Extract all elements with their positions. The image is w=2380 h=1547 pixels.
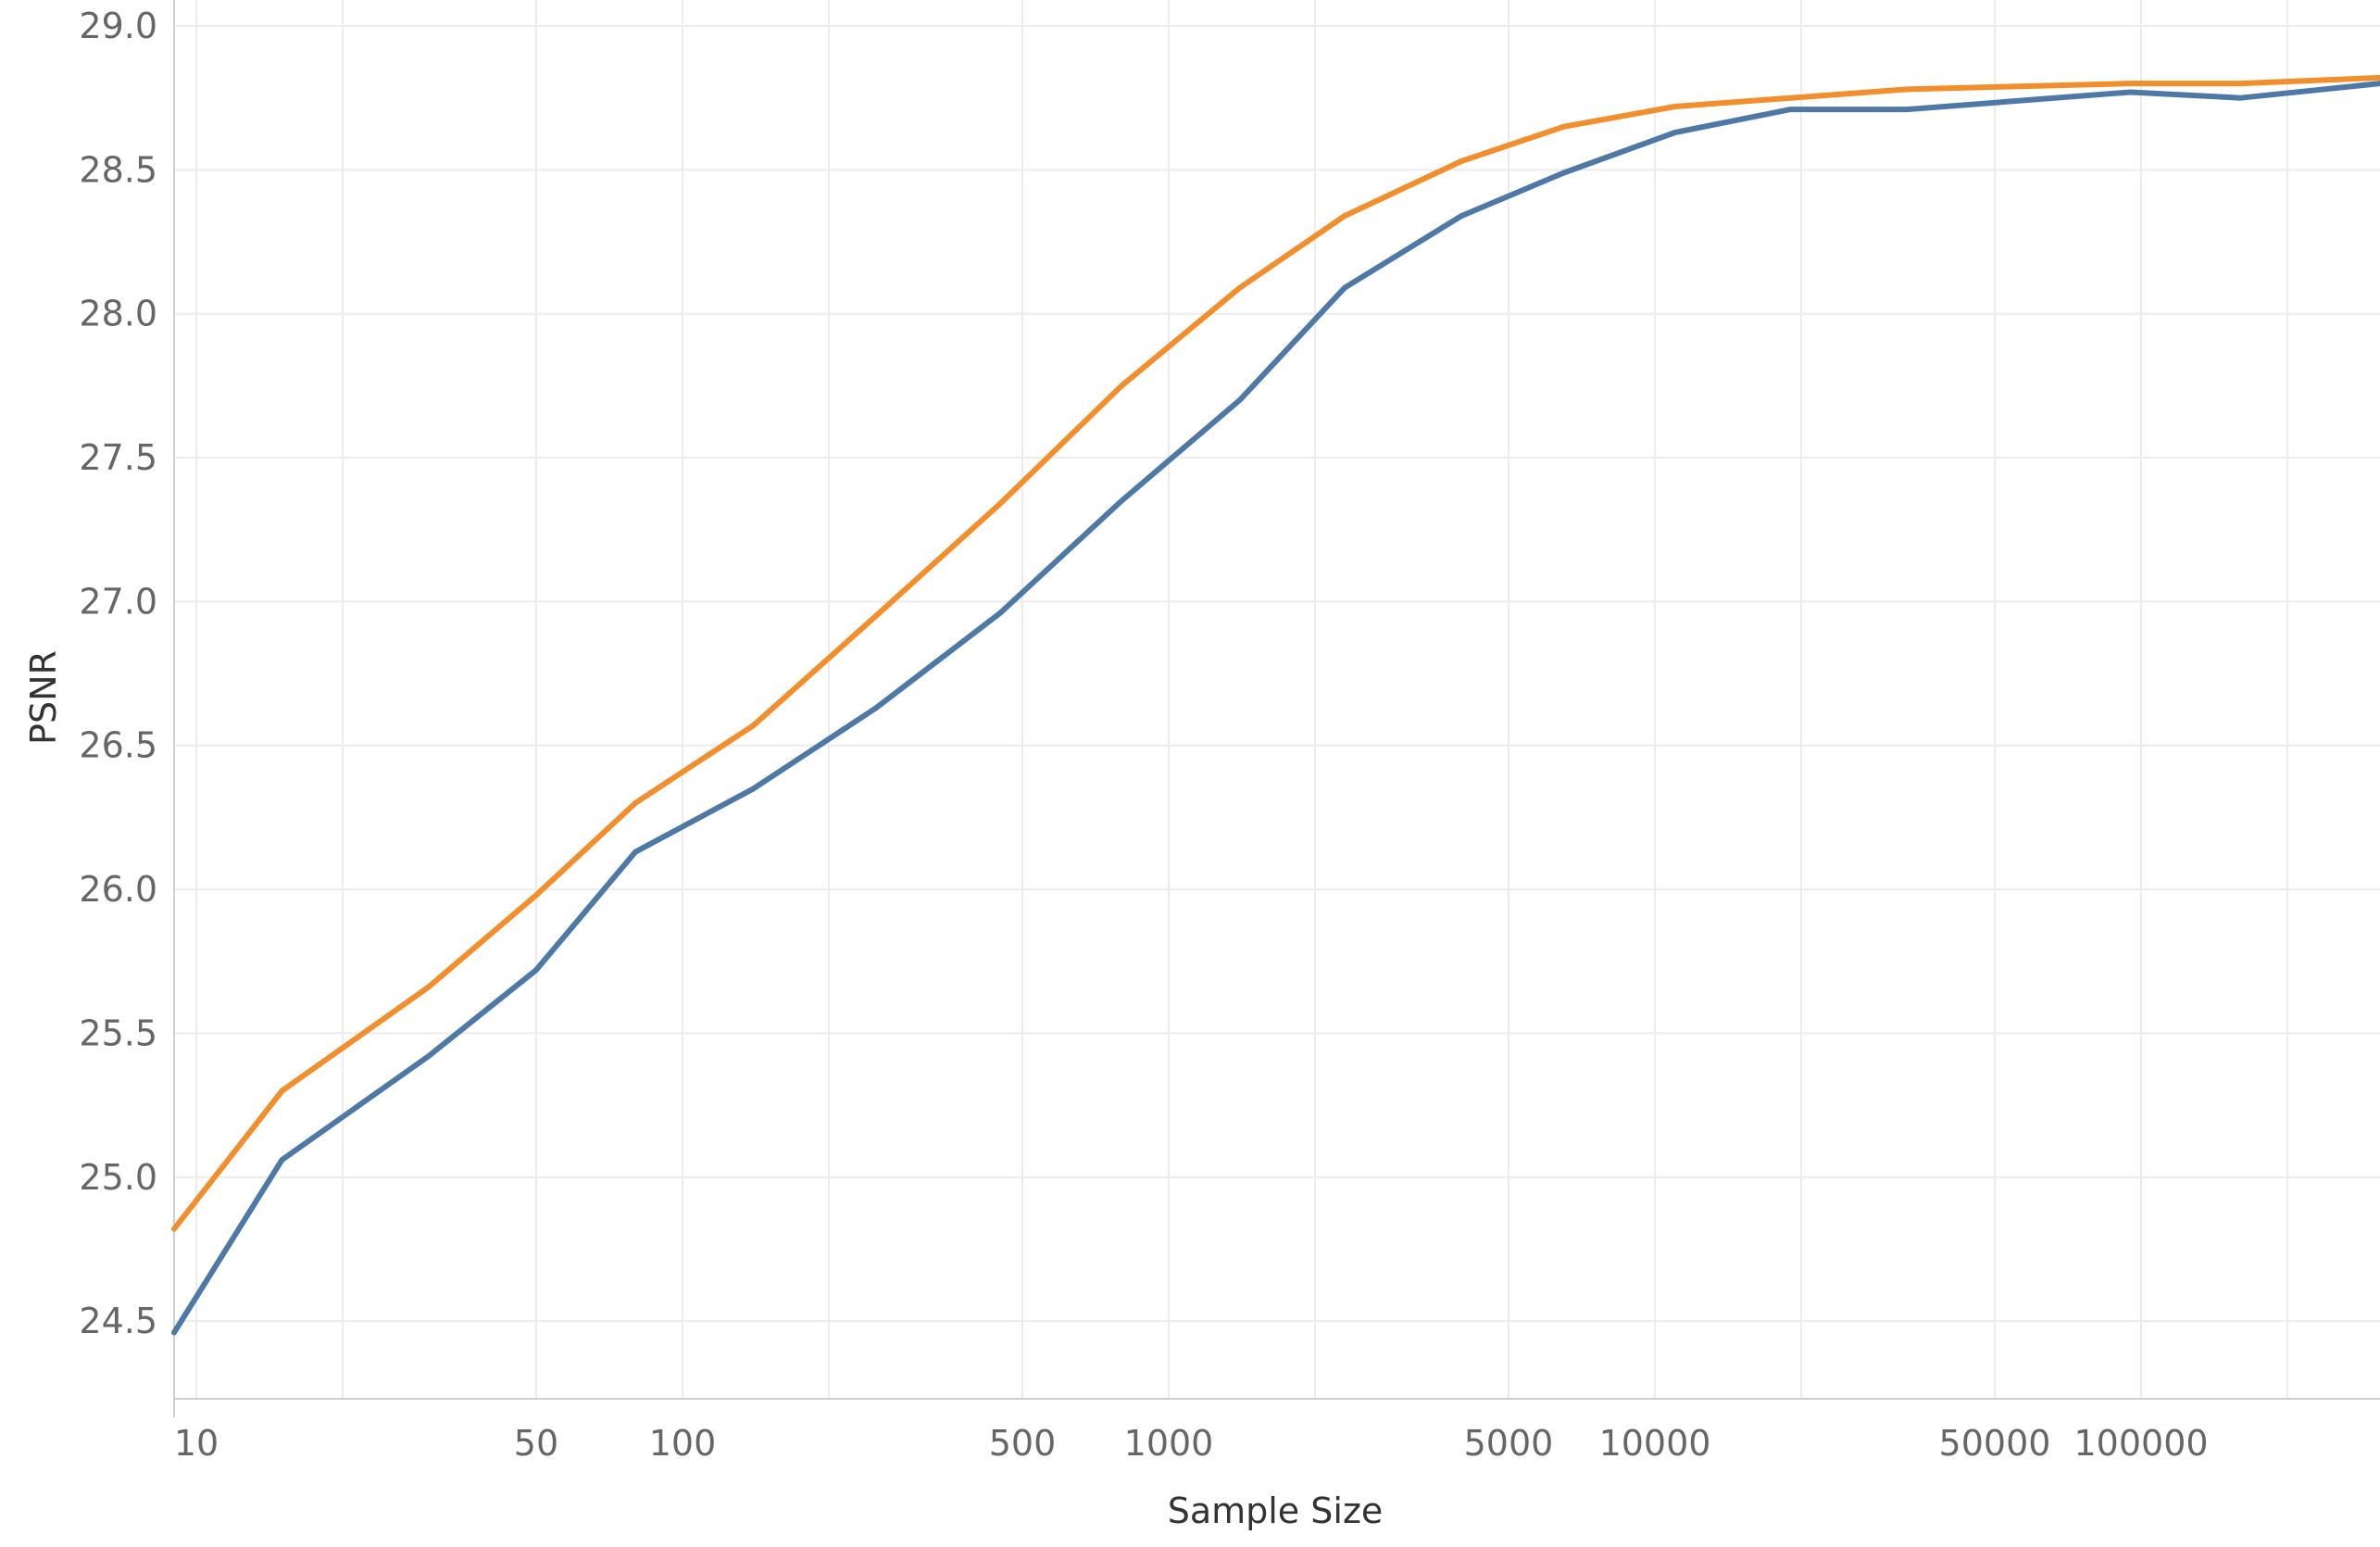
y-tick-label: 27.5 bbox=[79, 437, 157, 478]
x-tick-label: 100000 bbox=[2074, 1423, 2209, 1464]
x-tick-label: 10 bbox=[174, 1423, 219, 1464]
series-line-2 bbox=[171, 81, 2380, 1336]
series-lines bbox=[171, 74, 2380, 1336]
x-tick-label: 100 bbox=[649, 1423, 717, 1464]
grid bbox=[174, 0, 2380, 1399]
x-axis-title: Sample Size bbox=[1168, 1490, 1384, 1531]
y-tick-label: 25.0 bbox=[79, 1157, 157, 1198]
x-tick-label: 50 bbox=[514, 1423, 558, 1464]
x-tick-label: 10000 bbox=[1599, 1423, 1711, 1464]
x-axis-ticks: 10 50 100 500 1000 5000 10000 50000 100000 bbox=[174, 1423, 2209, 1464]
x-tick-label: 500 bbox=[989, 1423, 1057, 1464]
x-tick-label: 1000 bbox=[1124, 1423, 1214, 1464]
y-tick-label: 26.5 bbox=[79, 725, 157, 766]
y-tick-label: 28.5 bbox=[79, 149, 157, 190]
y-tick-label: 27.0 bbox=[79, 581, 157, 622]
y-axis-title: PSNR bbox=[23, 650, 64, 745]
x-tick-label: 5000 bbox=[1464, 1423, 1554, 1464]
y-tick-label: 25.5 bbox=[79, 1012, 157, 1053]
axes bbox=[173, 0, 2380, 1417]
y-tick-label: 24.5 bbox=[79, 1301, 157, 1341]
x-tick-label: 50000 bbox=[1939, 1423, 2051, 1464]
y-axis-ticks: 24.5 25.0 25.5 26.0 26.5 27.0 27.5 28.0 28.5 29.0 bbox=[79, 6, 157, 1341]
y-tick-label: 29.0 bbox=[79, 6, 157, 46]
series-line-1 bbox=[171, 74, 2380, 1232]
y-tick-label: 28.0 bbox=[79, 294, 157, 334]
y-tick-label: 26.0 bbox=[79, 869, 157, 910]
